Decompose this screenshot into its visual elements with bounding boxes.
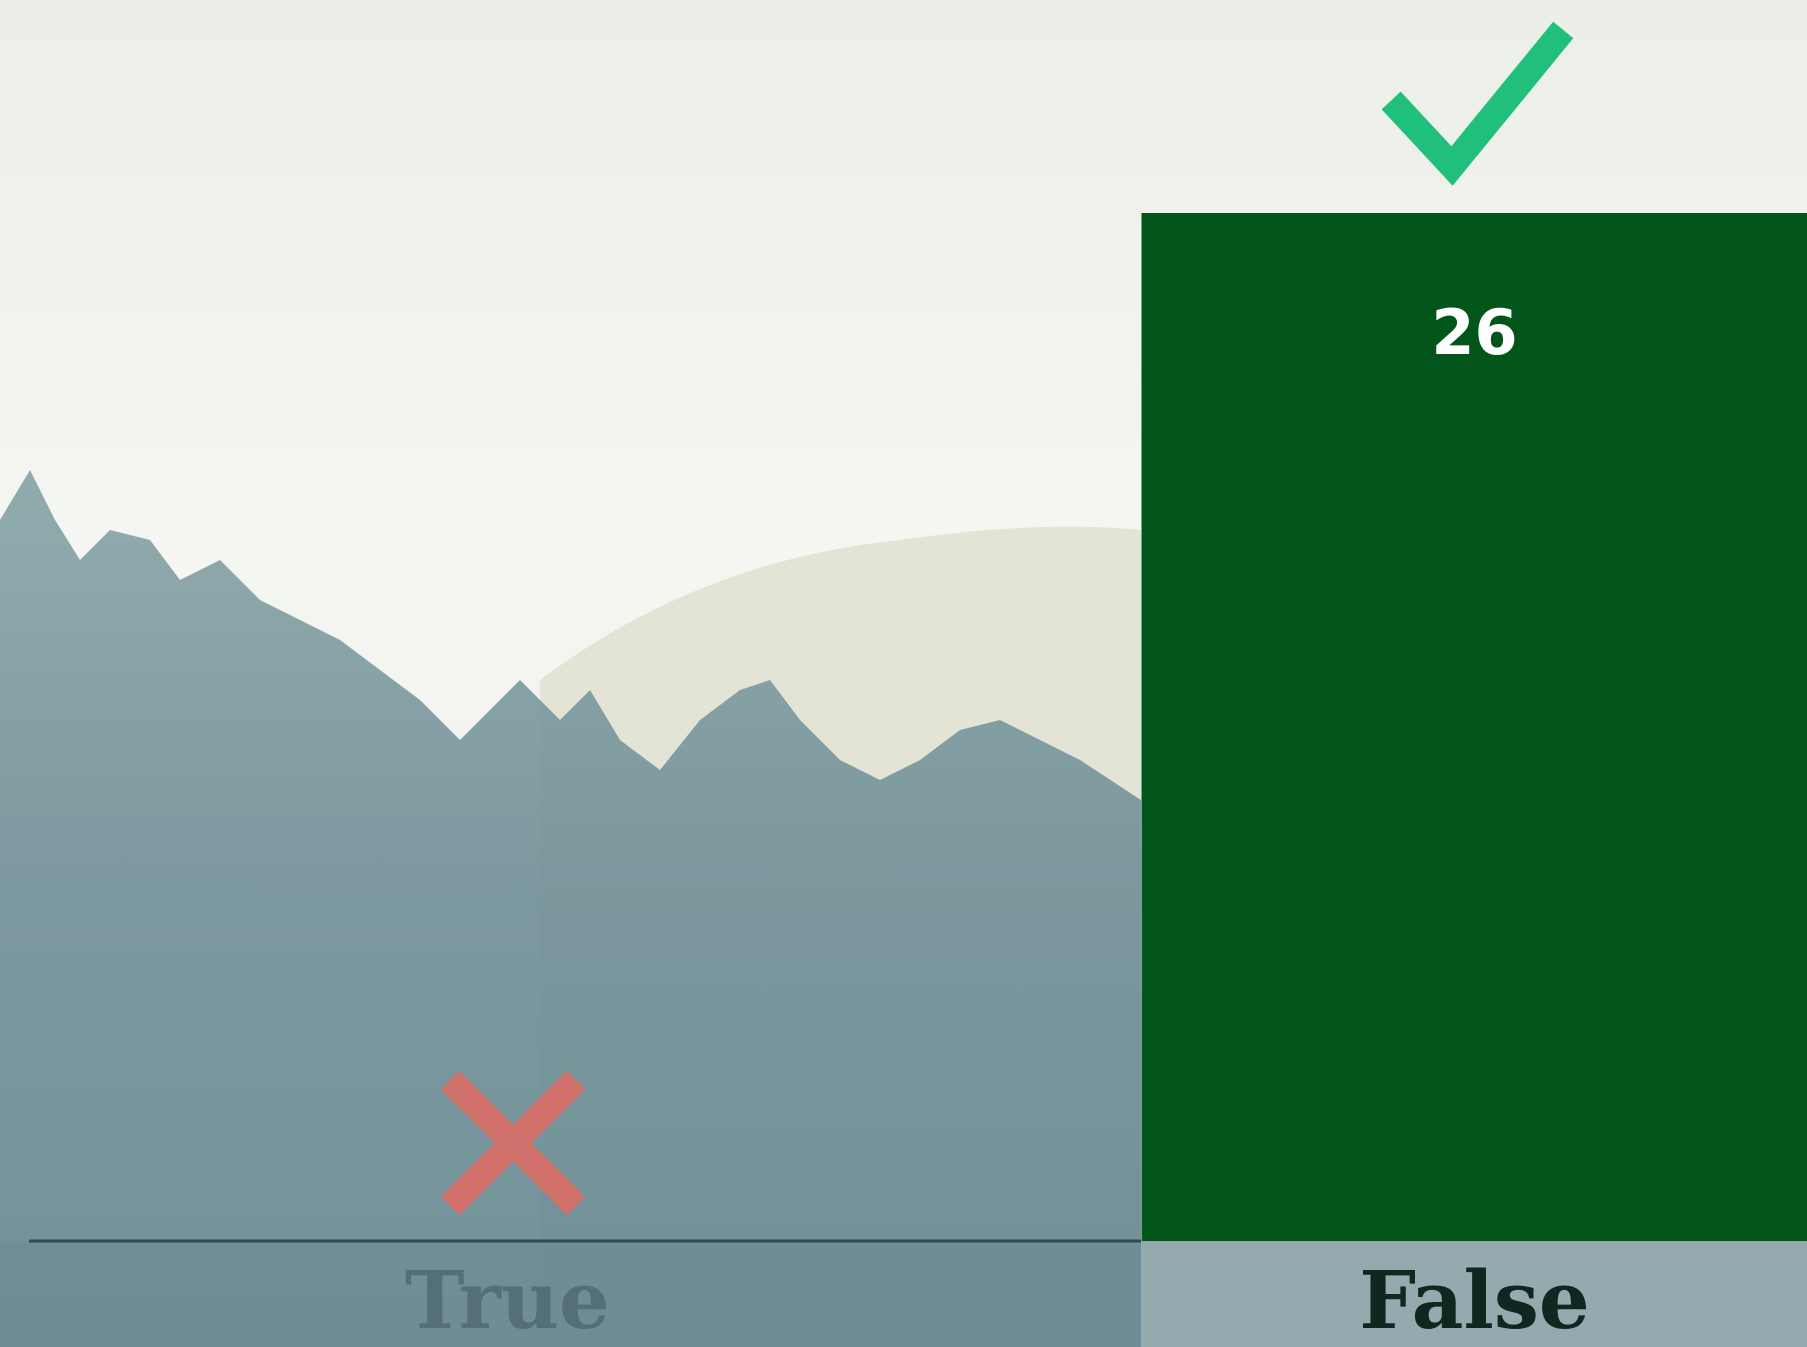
x-tick-label: False [1359,1253,1590,1347]
x-tick-label: True [405,1253,610,1347]
chart: True 26 False [0,0,1807,1347]
value-label: 26 [1431,296,1517,369]
page: True26False (() => { const data = JSON.p… [0,0,1807,1347]
